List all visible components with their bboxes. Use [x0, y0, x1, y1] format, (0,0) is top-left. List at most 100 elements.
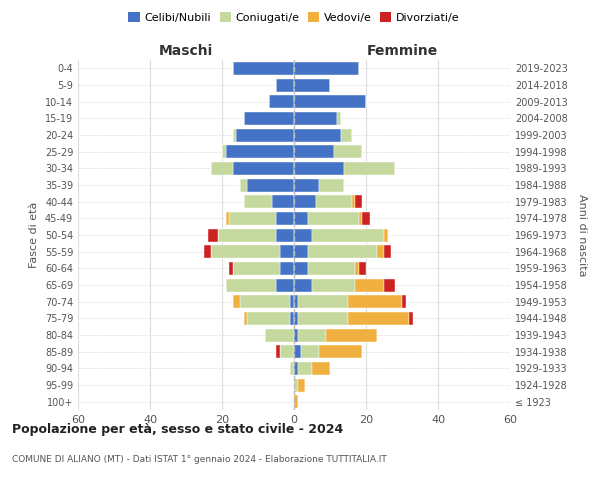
- Bar: [290, 362, 294, 375]
- Bar: [355, 195, 362, 208]
- Bar: [294, 212, 308, 225]
- Bar: [240, 295, 290, 308]
- Bar: [240, 178, 247, 192]
- Bar: [204, 245, 211, 258]
- Bar: [337, 112, 341, 125]
- Bar: [377, 245, 384, 258]
- Bar: [294, 378, 298, 392]
- Bar: [334, 145, 362, 158]
- Bar: [244, 112, 294, 125]
- Bar: [276, 278, 294, 291]
- Bar: [362, 212, 370, 225]
- Bar: [355, 278, 384, 291]
- Text: COMUNE DI ALIANO (MT) - Dati ISTAT 1° gennaio 2024 - Elaborazione TUTTITALIA.IT: COMUNE DI ALIANO (MT) - Dati ISTAT 1° ge…: [12, 455, 387, 464]
- Bar: [319, 345, 362, 358]
- Bar: [312, 278, 355, 291]
- Bar: [294, 195, 316, 208]
- Bar: [290, 312, 294, 325]
- Bar: [211, 162, 233, 175]
- Bar: [290, 295, 294, 308]
- Legend: Celibi/Nubili, Coniugati/e, Vedovi/e, Divorziati/e: Celibi/Nubili, Coniugati/e, Vedovi/e, Di…: [124, 8, 464, 28]
- Text: Popolazione per età, sesso e stato civile - 2024: Popolazione per età, sesso e stato civil…: [12, 422, 343, 436]
- Bar: [298, 328, 326, 342]
- Bar: [298, 362, 312, 375]
- Bar: [211, 245, 280, 258]
- Bar: [409, 312, 413, 325]
- Bar: [359, 212, 362, 225]
- Bar: [276, 345, 280, 358]
- Bar: [384, 245, 391, 258]
- Bar: [294, 395, 298, 408]
- Bar: [229, 262, 233, 275]
- Bar: [276, 212, 294, 225]
- Bar: [344, 162, 395, 175]
- Bar: [402, 295, 406, 308]
- Bar: [272, 195, 294, 208]
- Bar: [294, 228, 312, 241]
- Bar: [236, 128, 294, 141]
- Bar: [294, 178, 319, 192]
- Bar: [294, 78, 330, 92]
- Bar: [298, 378, 305, 392]
- Bar: [294, 262, 308, 275]
- Bar: [348, 295, 402, 308]
- Bar: [294, 95, 366, 108]
- Bar: [294, 162, 344, 175]
- Bar: [298, 312, 348, 325]
- Bar: [208, 228, 218, 241]
- Bar: [298, 295, 348, 308]
- Y-axis label: Anni di nascita: Anni di nascita: [577, 194, 587, 276]
- Bar: [355, 262, 359, 275]
- Bar: [384, 278, 395, 291]
- Bar: [280, 345, 294, 358]
- Bar: [294, 245, 308, 258]
- Bar: [294, 278, 312, 291]
- Bar: [294, 295, 298, 308]
- Bar: [384, 228, 388, 241]
- Bar: [312, 362, 330, 375]
- Bar: [301, 345, 319, 358]
- Bar: [348, 312, 409, 325]
- Bar: [319, 178, 344, 192]
- Bar: [233, 128, 236, 141]
- Bar: [247, 312, 290, 325]
- Bar: [244, 312, 247, 325]
- Bar: [326, 328, 377, 342]
- Bar: [312, 228, 384, 241]
- Bar: [229, 212, 276, 225]
- Bar: [359, 262, 366, 275]
- Bar: [233, 62, 294, 75]
- Bar: [294, 312, 298, 325]
- Bar: [269, 95, 294, 108]
- Bar: [233, 295, 240, 308]
- Bar: [226, 212, 229, 225]
- Bar: [233, 162, 294, 175]
- Bar: [222, 145, 226, 158]
- Bar: [276, 228, 294, 241]
- Bar: [280, 262, 294, 275]
- Bar: [294, 328, 298, 342]
- Text: Maschi: Maschi: [159, 44, 213, 59]
- Bar: [265, 328, 294, 342]
- Bar: [247, 178, 294, 192]
- Bar: [280, 245, 294, 258]
- Bar: [308, 262, 355, 275]
- Bar: [244, 195, 272, 208]
- Bar: [294, 112, 337, 125]
- Bar: [316, 195, 352, 208]
- Bar: [308, 212, 359, 225]
- Bar: [341, 128, 352, 141]
- Bar: [294, 62, 359, 75]
- Bar: [294, 345, 301, 358]
- Bar: [294, 362, 298, 375]
- Bar: [294, 145, 334, 158]
- Bar: [226, 145, 294, 158]
- Bar: [276, 78, 294, 92]
- Bar: [226, 278, 276, 291]
- Bar: [233, 262, 280, 275]
- Text: Femmine: Femmine: [367, 44, 437, 59]
- Bar: [308, 245, 377, 258]
- Bar: [352, 195, 355, 208]
- Bar: [294, 128, 341, 141]
- Bar: [218, 228, 276, 241]
